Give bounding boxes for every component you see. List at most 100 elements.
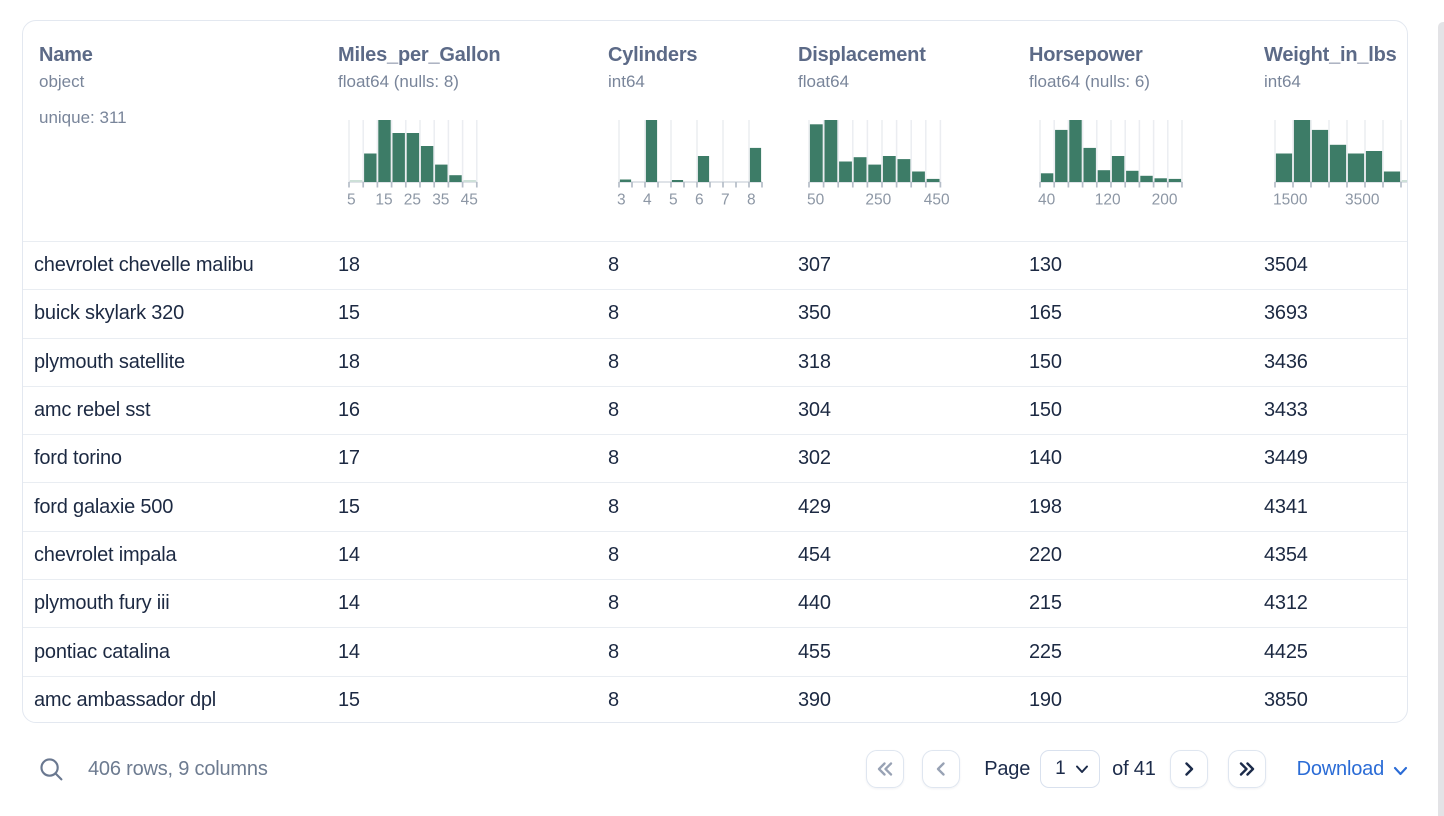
column-title[interactable]: Horsepower [1029, 44, 1143, 66]
cell-Horsepower: 215 [1029, 592, 1062, 615]
svg-text:1500: 1500 [1273, 192, 1308, 209]
svg-text:7: 7 [721, 192, 730, 209]
cell-Cylinders: 8 [608, 495, 619, 518]
table-row: ford galaxie 500 15 8 429 198 4341 [23, 482, 1407, 530]
cell-Miles_per_Gallon: 14 [338, 543, 360, 566]
cell-Horsepower: 150 [1029, 350, 1062, 373]
svg-text:5: 5 [669, 192, 678, 209]
page-select-value: 1 [1055, 758, 1066, 779]
cell-Horsepower: 165 [1029, 302, 1062, 325]
cell-Weight_in_lbs: 3436 [1264, 350, 1308, 373]
column-title[interactable]: Displacement [798, 44, 926, 66]
page-select[interactable]: 1 [1040, 750, 1101, 788]
cell-Displacement: 350 [798, 302, 831, 325]
cell-Name: chevrolet chevelle malibu [34, 254, 254, 277]
footer-status-group: 406 rows, 9 columns [22, 756, 268, 783]
next-page-button[interactable] [1169, 750, 1208, 788]
cell-Cylinders: 8 [608, 688, 619, 711]
column-title[interactable]: Miles_per_Gallon [338, 44, 501, 66]
cell-Horsepower: 140 [1029, 447, 1062, 470]
cell-Miles_per_Gallon: 14 [338, 592, 360, 615]
histogram-Horsepower[interactable]: 40 120 200 [1038, 120, 1264, 209]
histogram-Displacement[interactable]: 50 250 450 [807, 120, 1029, 209]
cell-Name: pontiac catalina [34, 640, 170, 663]
svg-text:15: 15 [375, 192, 392, 209]
cell-Displacement: 455 [798, 640, 831, 663]
cell-Cylinders: 8 [608, 592, 619, 615]
cell-Miles_per_Gallon: 15 [338, 302, 360, 325]
svg-text:3500: 3500 [1345, 192, 1380, 209]
cell-Cylinders: 8 [608, 399, 619, 422]
table-row: ford torino 17 8 302 140 3449 [23, 434, 1407, 482]
svg-text:450: 450 [924, 192, 950, 209]
table-row: pontiac catalina 14 8 455 225 4425 [23, 627, 1407, 675]
column-title[interactable]: Name [39, 44, 93, 66]
column-header-Miles_per_Gallon: Miles_per_Gallon float64 (nulls: 8) 5 15 25 3… [338, 21, 608, 241]
chevron-down-icon [1393, 766, 1408, 775]
table-body: chevrolet chevelle malibu 18 8 307 130 3504 bu… [23, 241, 1407, 722]
cell-Cylinders: 8 [608, 640, 619, 663]
svg-text:45: 45 [461, 192, 478, 209]
svg-text:5: 5 [347, 192, 356, 209]
cell-Cylinders: 8 [608, 254, 619, 277]
last-page-button[interactable] [1227, 750, 1266, 788]
pagination: Page 1 of 41 [866, 750, 1408, 788]
column-dtype: object [39, 72, 85, 91]
row-column-count: 406 rows, 9 columns [88, 757, 268, 780]
table-row: plymouth satellite 18 8 318 150 3436 [23, 337, 1407, 386]
cell-Name: plymouth fury iii [34, 592, 170, 615]
column-dtype: int64 [608, 72, 645, 91]
cell-Horsepower: 220 [1029, 543, 1062, 566]
cell-Displacement: 454 [798, 543, 831, 566]
column-header-Horsepower: Horsepower float64 (nulls: 6) 40 120 200 [1029, 21, 1264, 241]
cell-Horsepower: 130 [1029, 254, 1062, 277]
svg-text:250: 250 [865, 192, 891, 209]
cell-Miles_per_Gallon: 15 [338, 495, 360, 518]
cell-Miles_per_Gallon: 14 [338, 640, 360, 663]
cell-Horsepower: 190 [1029, 688, 1062, 711]
chevrons-right-icon [1238, 761, 1256, 777]
svg-text:4: 4 [643, 192, 652, 209]
cell-Name: plymouth satellite [34, 350, 185, 373]
column-header-Name: Name object unique: 311 [23, 21, 338, 241]
svg-text:200: 200 [1152, 192, 1178, 209]
chevrons-left-icon [876, 761, 894, 777]
cell-Horsepower: 198 [1029, 495, 1062, 518]
cell-Name: buick skylark 320 [34, 302, 184, 325]
cell-Weight_in_lbs: 3850 [1264, 688, 1308, 711]
first-page-button[interactable] [866, 750, 905, 788]
chevron-right-icon [1183, 761, 1195, 777]
histogram-Miles_per_Gallon[interactable]: 5 15 25 35 45 [347, 120, 608, 209]
column-header-Cylinders: Cylinders int64 3 4 5 6 7 8 [608, 21, 798, 241]
download-button[interactable]: Download [1297, 758, 1408, 781]
page-of-label: of 41 [1112, 757, 1156, 780]
download-label: Download [1296, 757, 1385, 780]
cell-Name: amc ambassador dpl [34, 688, 217, 711]
prev-page-button[interactable] [922, 750, 961, 788]
cell-Name: chevrolet impala [34, 543, 177, 566]
column-title[interactable]: Weight_in_lbs [1264, 44, 1397, 66]
cell-Displacement: 429 [798, 495, 831, 518]
column-unique-count: unique: 311 [39, 108, 127, 127]
cell-Weight_in_lbs: 4425 [1264, 640, 1308, 663]
table-row: chevrolet chevelle malibu 18 8 307 130 3504 [23, 241, 1407, 289]
cell-Weight_in_lbs: 3693 [1264, 302, 1308, 325]
column-title[interactable]: Cylinders [608, 44, 698, 66]
column-dtype: float64 (nulls: 8) [338, 72, 459, 91]
search-icon[interactable] [38, 756, 65, 783]
histogram-Weight_in_lbs[interactable]: 150035005500 [1273, 120, 1407, 209]
column-header-Weight_in_lbs: Weight_in_lbsint64150035005500 [1264, 21, 1407, 241]
svg-text:25: 25 [404, 192, 421, 209]
cell-Displacement: 304 [798, 399, 831, 422]
cell-Cylinders: 8 [608, 447, 619, 470]
table-row: chevrolet impala 14 8 454 220 4354 [23, 530, 1407, 579]
cell-Miles_per_Gallon: 18 [338, 350, 360, 373]
cell-Displacement: 307 [798, 254, 831, 277]
svg-text:6: 6 [695, 192, 704, 209]
cell-Cylinders: 8 [608, 302, 619, 325]
cell-Displacement: 440 [798, 592, 831, 615]
